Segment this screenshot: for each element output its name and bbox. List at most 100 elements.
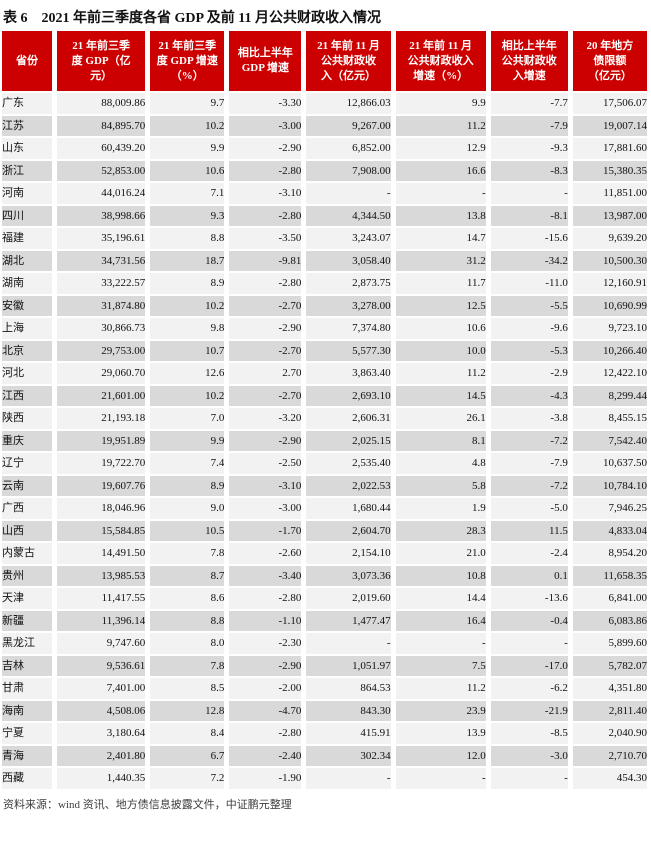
cell-value: 8.0 — [150, 633, 225, 654]
cell-value: 12.6 — [150, 363, 225, 384]
cell-value: 12,160.91 — [572, 273, 647, 294]
province-name: 新疆 — [2, 610, 53, 631]
table-title-text: 2021 年前三季度各省 GDP 及前 11 月公共财政收入情况 — [41, 11, 382, 26]
cell-value: 3,243.07 — [306, 228, 391, 249]
table-row: 贵州 13,985.53 8.7 -3.40 3,073.36 10.8 0.1 11,658… — [2, 565, 647, 586]
cell-value: -2.70 — [229, 385, 302, 406]
province-name: 海南 — [2, 700, 53, 721]
cell-value: 34,731.56 — [57, 250, 146, 271]
column-header-6: 相比上半年 公共财政收 入增速 — [490, 31, 568, 91]
cell-value: 7,374.80 — [306, 318, 391, 339]
cell-value: -2.80 — [229, 723, 302, 744]
cell-value: 17,881.60 — [572, 138, 647, 159]
cell-value: 19,951.89 — [57, 430, 146, 451]
cell-value: -3.20 — [229, 408, 302, 429]
table-row: 山西 15,584.85 10.5 -1.70 2,604.70 28.3 11.5 4,83… — [2, 520, 647, 541]
province-name: 江西 — [2, 385, 53, 406]
cell-value: 26.1 — [395, 408, 486, 429]
cell-value: -3.0 — [490, 745, 568, 766]
cell-value: -2.90 — [229, 318, 302, 339]
cell-value: 21,601.00 — [57, 385, 146, 406]
cell-value: 5.8 — [395, 475, 486, 496]
province-name: 湖北 — [2, 250, 53, 271]
cell-value: -2.4 — [490, 543, 568, 564]
cell-value: -5.5 — [490, 295, 568, 316]
cell-value: 11.2 — [395, 115, 486, 136]
cell-value: 8.6 — [150, 588, 225, 609]
cell-value: 8.5 — [150, 678, 225, 699]
province-name: 河南 — [2, 183, 53, 204]
cell-value: 2,535.40 — [306, 453, 391, 474]
cell-value: 8.7 — [150, 565, 225, 586]
cell-value: 8,954.20 — [572, 543, 647, 564]
cell-value: 8.9 — [150, 273, 225, 294]
province-name: 北京 — [2, 340, 53, 361]
table-row: 天津 11,417.55 8.6 -2.80 2,019.60 14.4 -13.6 6,84… — [2, 588, 647, 609]
cell-value: -2.70 — [229, 295, 302, 316]
cell-value: 21.0 — [395, 543, 486, 564]
cell-value: 7,401.00 — [57, 678, 146, 699]
cell-value: 9,536.61 — [57, 655, 146, 676]
province-name: 宁夏 — [2, 723, 53, 744]
cell-value: 13.9 — [395, 723, 486, 744]
column-header-7: 20 年地方 债限额 （亿元） — [572, 31, 647, 91]
cell-value: -9.3 — [490, 138, 568, 159]
province-name: 陕西 — [2, 408, 53, 429]
cell-value: 13,987.00 — [572, 205, 647, 226]
cell-value: -3.50 — [229, 228, 302, 249]
cell-value: 2,154.10 — [306, 543, 391, 564]
cell-value: 2,710.70 — [572, 745, 647, 766]
province-name: 湖南 — [2, 273, 53, 294]
cell-value: 10.6 — [150, 160, 225, 181]
cell-value: 5,577.30 — [306, 340, 391, 361]
province-name: 天津 — [2, 588, 53, 609]
cell-value: - — [490, 768, 568, 789]
cell-value: 8.1 — [395, 430, 486, 451]
cell-value: 44,016.24 — [57, 183, 146, 204]
cell-value: - — [490, 183, 568, 204]
cell-value: 7.2 — [150, 768, 225, 789]
cell-value: 9,747.60 — [57, 633, 146, 654]
cell-value: -3.40 — [229, 565, 302, 586]
cell-value: 5,782.07 — [572, 655, 647, 676]
cell-value: -7.7 — [490, 93, 568, 114]
cell-value: 11,417.55 — [57, 588, 146, 609]
cell-value: -3.00 — [229, 498, 302, 519]
cell-value: -1.70 — [229, 520, 302, 541]
cell-value: 14.5 — [395, 385, 486, 406]
column-header-1: 21 年前三季 度 GDP（亿 元） — [57, 31, 146, 91]
cell-value: 18.7 — [150, 250, 225, 271]
cell-value: 302.34 — [306, 745, 391, 766]
province-name: 江苏 — [2, 115, 53, 136]
cell-value: -2.80 — [229, 273, 302, 294]
cell-value: -2.30 — [229, 633, 302, 654]
cell-value: 4,833.04 — [572, 520, 647, 541]
cell-value: -5.0 — [490, 498, 568, 519]
cell-value: 2,811.40 — [572, 700, 647, 721]
cell-value: 1,051.97 — [306, 655, 391, 676]
cell-value: 6,852.00 — [306, 138, 391, 159]
table-row: 浙江 52,853.00 10.6 -2.80 7,908.00 16.6 -8.3 15,3… — [2, 160, 647, 181]
cell-value: 8,455.15 — [572, 408, 647, 429]
table-row: 四川 38,998.66 9.3 -2.80 4,344.50 13.8 -8.1 13,98… — [2, 205, 647, 226]
cell-value: 2,022.53 — [306, 475, 391, 496]
cell-value: 60,439.20 — [57, 138, 146, 159]
cell-value: -7.9 — [490, 115, 568, 136]
table-row: 云南 19,607.76 8.9 -3.10 2,022.53 5.8 -7.2 10,784… — [2, 475, 647, 496]
cell-value: -9.81 — [229, 250, 302, 271]
cell-value: 10,266.40 — [572, 340, 647, 361]
table-row: 宁夏 3,180.64 8.4 -2.80 415.91 13.9 -8.5 2,040.90 — [2, 723, 647, 744]
cell-value: 9.9 — [395, 93, 486, 114]
cell-value: -3.10 — [229, 183, 302, 204]
cell-value: 12,422.10 — [572, 363, 647, 384]
cell-value: 9.8 — [150, 318, 225, 339]
cell-value: -3.10 — [229, 475, 302, 496]
cell-value: 9.3 — [150, 205, 225, 226]
cell-value: 52,853.00 — [57, 160, 146, 181]
cell-value: - — [490, 633, 568, 654]
cell-value: 14.7 — [395, 228, 486, 249]
cell-value: 12.9 — [395, 138, 486, 159]
cell-value: 7.1 — [150, 183, 225, 204]
cell-value: -2.00 — [229, 678, 302, 699]
cell-value: 11,658.35 — [572, 565, 647, 586]
